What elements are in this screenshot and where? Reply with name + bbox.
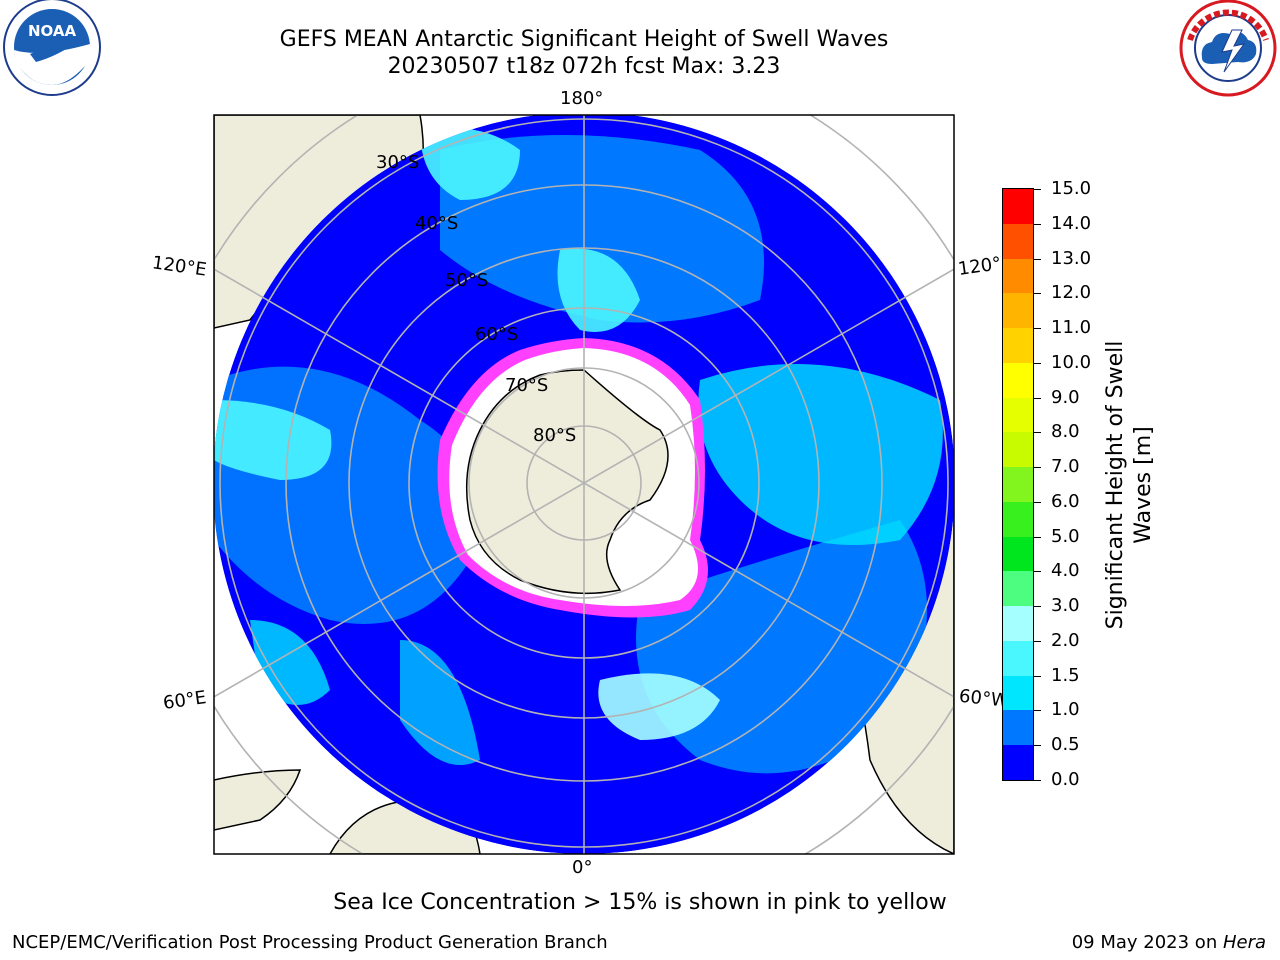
colorbar-tick-label: 9.0 [1051, 386, 1080, 408]
lon-label-0: 0° [572, 857, 593, 878]
colorbar-segment [1003, 397, 1033, 433]
colorbar-tick-label: 7.0 [1051, 456, 1080, 478]
colorbar-segment [1003, 675, 1033, 711]
colorbar-title-line2: Waves [m] [1131, 426, 1156, 544]
colorbar-tick-mark [1033, 675, 1041, 677]
colorbar-tick-label: 2.0 [1051, 629, 1080, 651]
noaa-logo: NOAA [3, 0, 101, 96]
colorbar-segment [1003, 362, 1033, 398]
map-frame [213, 114, 955, 855]
date-text: 09 May 2023 on Hera [1072, 932, 1266, 953]
colorbar-tick-mark [1033, 432, 1041, 434]
colorbar-segment [1003, 467, 1033, 502]
colorbar-segment [1003, 258, 1033, 294]
map-subtitle: 20230507 t18z 072h fcst Max: 3.23 [387, 54, 781, 79]
lat-label-40s: 40°S [415, 213, 459, 234]
colorbar-tick-mark [1033, 467, 1041, 469]
svg-text:NOAA: NOAA [28, 22, 77, 40]
lat-label-50s: 50°S [445, 270, 489, 291]
colorbar-segment [1003, 571, 1033, 607]
colorbar-segment [1003, 501, 1033, 537]
colorbar-tick-mark [1033, 293, 1041, 295]
colorbar-tick-label: 15.0 [1051, 178, 1092, 199]
colorbar-segment [1003, 640, 1033, 676]
colorbar-segment [1003, 745, 1033, 780]
colorbar-segment [1003, 432, 1033, 468]
colorbar-tick-mark [1033, 258, 1041, 260]
sea-ice-note: Sea Ice Concentration > 15% is shown in … [333, 890, 947, 915]
nws-logo [1179, 0, 1277, 97]
land-antarctica [465, 369, 669, 595]
lat-label-60s: 60°S [475, 324, 519, 345]
swell-field-5 [214, 400, 332, 480]
swell-field-3 [440, 135, 764, 323]
colorbar-segment [1003, 606, 1033, 641]
colorbar-tick-label: 1.0 [1051, 699, 1080, 721]
colorbar-tick-label: 10.0 [1051, 351, 1092, 373]
colorbar-tick-label: 12.0 [1051, 282, 1092, 304]
colorbar-tick-label: 13.0 [1051, 247, 1092, 269]
date-prefix: 09 May 2023 on [1071, 932, 1223, 953]
colorbar-tick-mark [1033, 745, 1041, 747]
map-title: GEFS MEAN Antarctic Significant Height o… [279, 27, 889, 52]
colorbar-tick-label: 6.0 [1051, 490, 1080, 512]
graticule [214, 115, 954, 854]
colorbar-tick-mark [1033, 501, 1041, 503]
colorbar-tick-mark [1033, 606, 1041, 608]
swell-field-8 [598, 673, 720, 740]
colorbar-tick-label: 5.0 [1051, 525, 1080, 547]
colorbar-tick-label: 14.0 [1051, 212, 1092, 234]
colorbar-segment [1003, 188, 1033, 224]
colorbar-tick-label: 0.0 [1051, 769, 1080, 790]
colorbar-tick-label: 11.0 [1051, 317, 1092, 339]
lon-label-180: 180° [560, 88, 604, 109]
lat-label-70s: 70°S [505, 375, 549, 396]
colorbar-tick-mark [1033, 223, 1041, 225]
colorbar-tick-label: 0.5 [1051, 734, 1080, 756]
colorbar-title: Significant Height of Swell Waves [m] [1102, 341, 1158, 630]
colorbar-tick-label: 1.5 [1051, 664, 1080, 686]
colorbar-tick-mark [1033, 571, 1041, 573]
swell-field-6 [420, 127, 520, 200]
credit-text: NCEP/EMC/Verification Post Processing Pr… [12, 932, 608, 953]
lon-label-60w: 60°W [958, 685, 1004, 712]
colorbar-tick-mark [1033, 362, 1041, 364]
colorbar-tick-mark [1033, 189, 1041, 190]
colorbar-title-line1: Significant Height of Swell [1103, 340, 1128, 630]
colorbar-segment [1003, 223, 1033, 259]
colorbar-segment [1003, 293, 1033, 329]
colorbar-tick-label: 3.0 [1051, 595, 1080, 617]
colorbar-tick-mark [1033, 710, 1041, 712]
lat-label-30s: 30°S [376, 152, 420, 173]
colorbar-tick-label: 4.0 [1051, 560, 1080, 582]
colorbar-tick-mark [1033, 780, 1041, 781]
colorbar-tick-mark [1033, 536, 1041, 538]
colorbar-tick-mark [1033, 328, 1041, 330]
colorbar-segment [1003, 328, 1033, 363]
swell-field-10 [400, 640, 480, 765]
date-host: Hera [1222, 932, 1266, 953]
colorbar-tick-label: 8.0 [1051, 421, 1080, 443]
colorbar-segment [1003, 536, 1033, 572]
colorbar-tick-mark [1033, 397, 1041, 399]
colorbar [1002, 188, 1034, 781]
lat-label-80s: 80°S [533, 425, 577, 446]
colorbar-tick-mark [1033, 640, 1041, 642]
colorbar-segment [1003, 710, 1033, 746]
